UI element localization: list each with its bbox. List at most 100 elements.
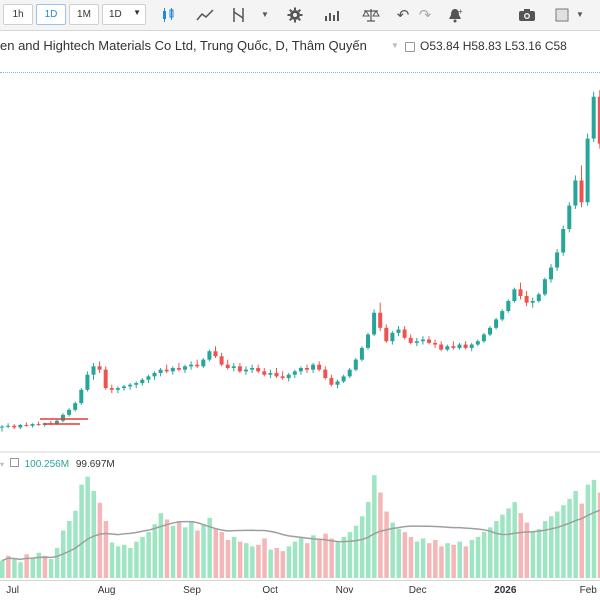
candle-body <box>512 289 517 302</box>
candle <box>122 384 126 391</box>
volume-bar <box>219 532 225 578</box>
scales-icon[interactable] <box>360 4 382 25</box>
volume-bar <box>323 533 328 578</box>
candle <box>146 374 151 384</box>
volume-bar <box>396 528 401 578</box>
candle <box>555 249 560 271</box>
candle-body <box>457 344 462 348</box>
volume-bar <box>73 510 78 578</box>
price-chart[interactable] <box>0 0 600 580</box>
volume-bar <box>298 536 304 578</box>
candle <box>67 408 72 417</box>
volume-bar <box>420 538 426 578</box>
visibility-toggle-icon[interactable] <box>405 42 415 52</box>
chevron-down-icon[interactable]: ▾ <box>0 460 5 469</box>
volume-bar <box>6 555 11 578</box>
volume-bar <box>494 521 499 578</box>
candle-body <box>396 329 401 333</box>
indicators-chevron-down-icon[interactable]: ▼ <box>261 10 269 19</box>
candle <box>207 349 212 362</box>
volume-ma-value: 99.697M <box>75 459 115 470</box>
line-chart-icon[interactable] <box>194 4 216 25</box>
candle <box>85 371 90 392</box>
candle-body <box>329 378 334 385</box>
candle <box>176 362 181 372</box>
template-chevron-down-icon[interactable]: ▼ <box>576 10 584 19</box>
candle <box>97 361 102 374</box>
volume-bar <box>24 554 29 578</box>
gear-icon[interactable] <box>284 4 306 25</box>
candle-body <box>73 403 78 410</box>
indicators-icon[interactable] <box>228 4 250 25</box>
volume-bar <box>48 559 54 578</box>
volume-bar <box>189 521 194 578</box>
interval-1m-button[interactable]: 1M <box>69 4 99 25</box>
candle <box>390 331 395 345</box>
volume-bar <box>0 560 5 578</box>
volume-bar <box>67 521 72 578</box>
candle <box>292 369 297 379</box>
interval-1d-button[interactable]: 1D <box>36 4 66 25</box>
volume-bar <box>305 543 310 578</box>
candle-body <box>256 368 261 372</box>
candle-body <box>524 296 529 303</box>
candle-body <box>420 339 425 342</box>
chevron-down-icon[interactable]: ▼ <box>391 41 399 50</box>
volume-value: 100.256M <box>24 459 70 470</box>
volume-legend: ▾ 100.256M 99.697M <box>0 458 115 470</box>
volume-bar <box>433 540 438 578</box>
candle <box>414 337 419 347</box>
candle-body <box>488 327 492 335</box>
volume-bar <box>372 475 377 578</box>
interval-dropdown-button[interactable]: 1D ▼ <box>102 4 146 25</box>
volume-bar <box>384 511 389 578</box>
volume-bar <box>530 532 536 578</box>
compare-icon[interactable] <box>322 4 344 25</box>
candle <box>73 401 78 412</box>
candle-body <box>268 373 273 375</box>
volume-bar <box>585 484 591 578</box>
redo-icon[interactable]: ↷ <box>418 6 432 24</box>
time-axis[interactable]: Jul Aug Sep Oct Nov Dec 2026 Feb <box>0 580 600 601</box>
volume-bar <box>567 498 572 578</box>
candle-body <box>433 342 438 345</box>
volume-bar <box>244 543 249 578</box>
alert-bell-icon[interactable]: + <box>444 4 466 25</box>
candle <box>542 277 547 296</box>
candle-body <box>164 369 169 372</box>
volume-bar <box>231 536 237 578</box>
candle-body <box>207 351 212 360</box>
volume-bar <box>469 540 475 578</box>
volume-bar <box>463 546 469 578</box>
candle <box>488 326 492 337</box>
volume-bar <box>378 492 383 578</box>
volume-bar <box>512 502 517 578</box>
candle-body <box>353 359 358 370</box>
candle-body <box>481 334 486 342</box>
candle <box>213 346 218 358</box>
candle-body <box>335 381 340 385</box>
template-square-icon[interactable] <box>553 4 571 25</box>
volume-bar <box>536 528 542 578</box>
volume-bar <box>262 538 267 578</box>
undo-icon[interactable]: ↶ <box>396 6 410 24</box>
camera-icon[interactable] <box>516 4 538 25</box>
candle-body <box>24 424 29 426</box>
interval-1h-button[interactable]: 1h <box>3 4 33 25</box>
candle <box>274 368 279 379</box>
volume-bar <box>359 516 365 578</box>
candles-icon[interactable] <box>158 4 178 25</box>
candle <box>475 339 480 347</box>
candle-body <box>292 371 297 375</box>
volume-bar <box>213 528 218 578</box>
visibility-toggle-icon[interactable] <box>9 458 19 467</box>
candle <box>109 384 114 394</box>
volume-bar <box>195 530 200 578</box>
candle <box>115 386 120 394</box>
candle-body <box>573 180 578 206</box>
candle-body <box>542 279 547 295</box>
volume-bar <box>201 524 206 578</box>
volume-bar <box>103 521 109 578</box>
candle <box>305 364 309 374</box>
candle-body <box>36 424 41 426</box>
